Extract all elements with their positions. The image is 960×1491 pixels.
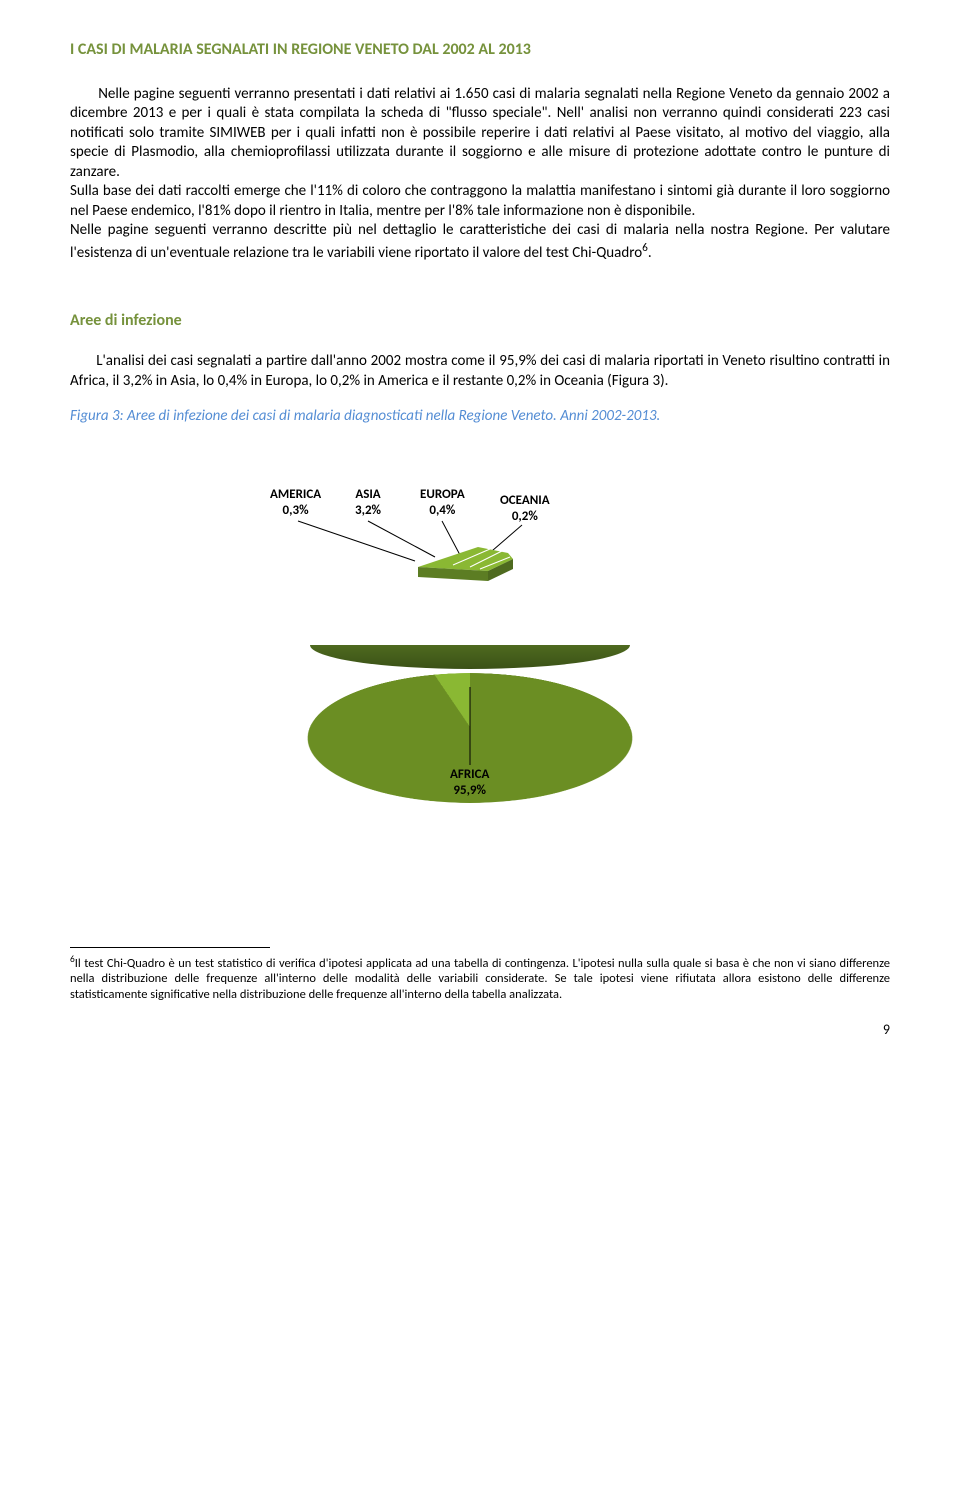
figure-caption: Figura 3: Aree di infezione dei casi di … [70,407,890,427]
chart-label-africa: AFRICA 95,9% [450,767,489,801]
pie-body [310,567,630,727]
section-title-aree: Aree di infezione [70,311,890,332]
paragraph-3: Nelle pagine seguenti verranno descritte… [70,221,890,263]
chart-label-asia: ASIA 3,2% [355,487,381,521]
page-title: I CASI DI MALARIA SEGNALATI IN REGIONE V… [70,40,890,61]
section-body: L'analisi dei casi segnalati a partire d… [70,352,890,391]
paragraph-section: L'analisi dei casi segnalati a partire d… [70,352,890,391]
chart-label-america: AMERICA 0,3% [270,487,321,521]
footnote-text: 6Il test Chi-Quadro è un test statistico… [70,954,890,1003]
chart-label-europa: EUROPA 0,4% [420,487,465,521]
paragraph-1: Nelle pagine seguenti verranno presentat… [70,85,890,183]
footnote-separator [70,947,270,948]
pie-chart: AMERICA 0,3% ASIA 3,2% EUROPA 0,4% OCEAN… [160,487,800,827]
paragraph-2: Sulla base dei dati raccolti emerge che … [70,182,890,221]
page-number: 9 [70,1021,890,1039]
chart-label-oceania: OCEANIA 0,2% [500,493,550,527]
body-text: Nelle pagine seguenti verranno presentat… [70,85,890,264]
